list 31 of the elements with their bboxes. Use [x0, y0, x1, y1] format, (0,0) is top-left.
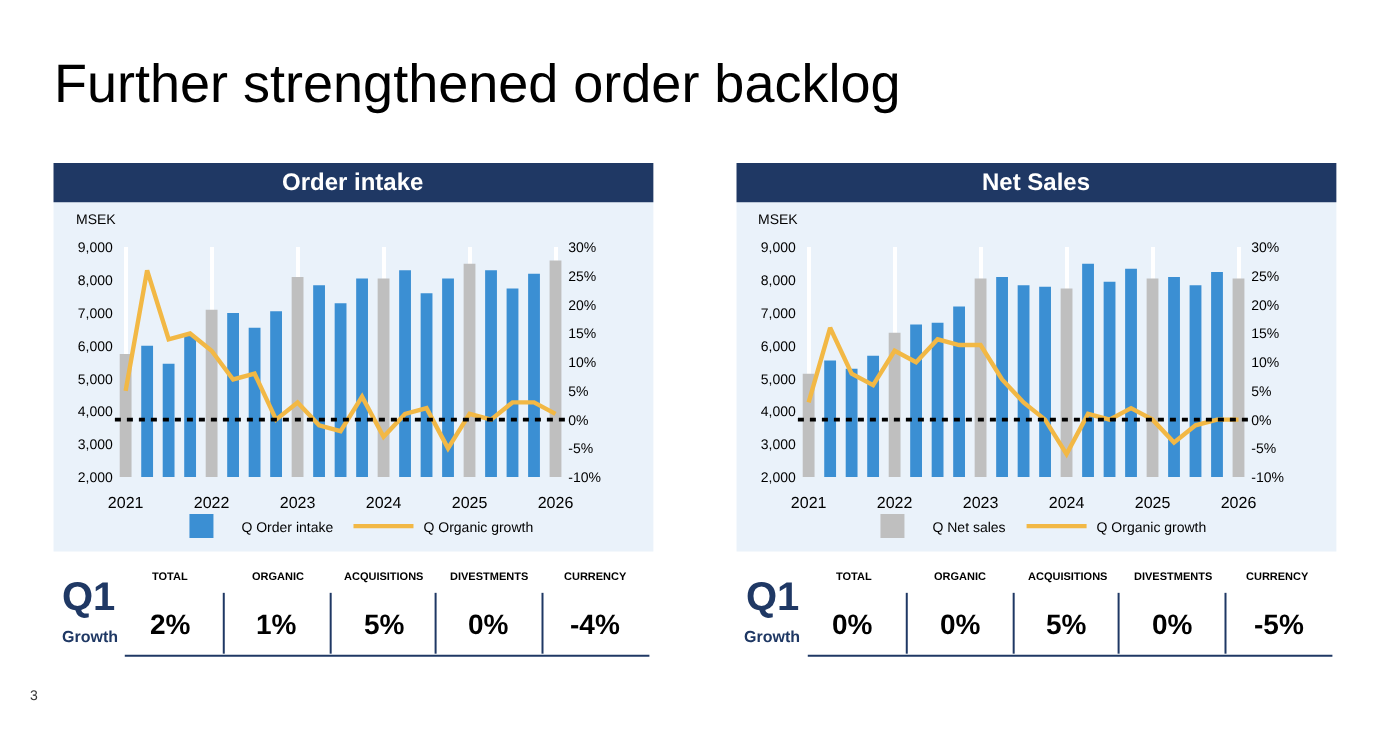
text: Further strengthened order backlog	[54, 54, 901, 114]
x-tick-label: 2025	[1134, 494, 1172, 513]
chart-title: Order intake	[282, 168, 425, 196]
x-tick-label: 2023	[279, 494, 317, 513]
text: -4%	[570, 608, 621, 640]
line-series	[123, 268, 558, 451]
text: -5%	[1254, 608, 1305, 640]
text: 0%	[468, 608, 510, 640]
x-tick-label: 2023	[962, 494, 1000, 513]
text: 5%	[364, 608, 406, 640]
x-tick-label: 2026	[1220, 494, 1258, 513]
text: 0%	[940, 608, 982, 640]
text: 0%	[832, 608, 874, 640]
x-tick-label: 2022	[193, 494, 231, 513]
x-tick-label: 2022	[876, 494, 914, 513]
text: Q1	[62, 576, 116, 620]
text: 2%	[150, 608, 192, 640]
x-tick-label: 2026	[537, 494, 575, 513]
x-tick-label: 2025	[451, 494, 489, 513]
text: 1%	[256, 608, 298, 640]
x-tick-label: 2021	[790, 494, 828, 513]
line-series	[806, 325, 1241, 457]
text: Growth	[744, 628, 801, 646]
chart-title: Net Sales	[982, 168, 1091, 196]
text: 0%	[1152, 608, 1194, 640]
text: Q1	[746, 576, 800, 620]
text: 5%	[1046, 608, 1088, 640]
text: Growth	[62, 628, 119, 646]
x-tick-label: 2024	[365, 494, 403, 513]
x-tick-label: 2021	[107, 494, 145, 513]
x-tick-label: 2024	[1048, 494, 1086, 513]
